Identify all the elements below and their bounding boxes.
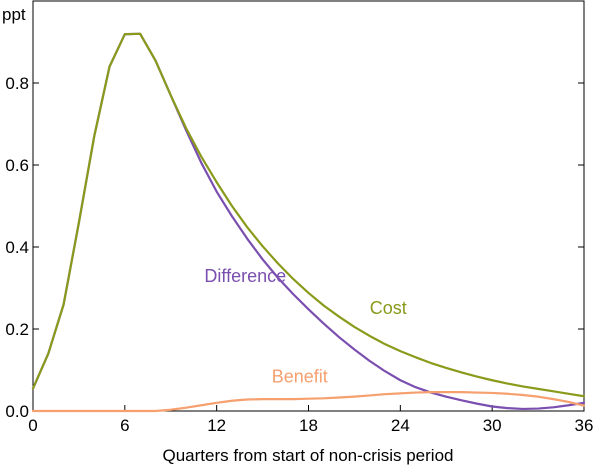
x-tick-label: 12	[207, 416, 226, 435]
x-axis-ticks: 0 6 12 18 24 30 36	[28, 405, 593, 435]
y-tick-label: 0.6	[5, 156, 29, 175]
y-tick-label: 0.8	[5, 74, 29, 93]
y-tick-label: 0.4	[5, 238, 29, 257]
y-tick-label: 0.2	[5, 320, 29, 339]
series-label-difference: Difference	[204, 266, 286, 286]
x-tick-label: 24	[391, 416, 410, 435]
series-line-cost	[31, 32, 586, 398]
series-line-benefit	[31, 391, 586, 413]
series-lines	[31, 32, 586, 413]
y-axis-ticks: 0.0 0.2 0.4 0.6 0.8	[5, 74, 584, 421]
x-tick-label: 18	[299, 416, 318, 435]
x-tick-label: 30	[483, 416, 502, 435]
series-label-benefit: Benefit	[272, 366, 328, 386]
series-annotations: Difference Cost Benefit	[204, 266, 406, 386]
y-axis-title: ppt	[2, 5, 26, 24]
x-tick-label: 6	[120, 416, 129, 435]
x-tick-label: 36	[575, 416, 594, 435]
y-tick-label: 0.0	[5, 402, 29, 421]
series-label-cost: Cost	[370, 298, 407, 318]
series-line-difference	[31, 32, 586, 411]
plot-frame	[32, 0, 585, 412]
x-tick-label: 0	[28, 416, 37, 435]
x-axis-title: Quarters from start of non-crisis period	[163, 446, 454, 465]
